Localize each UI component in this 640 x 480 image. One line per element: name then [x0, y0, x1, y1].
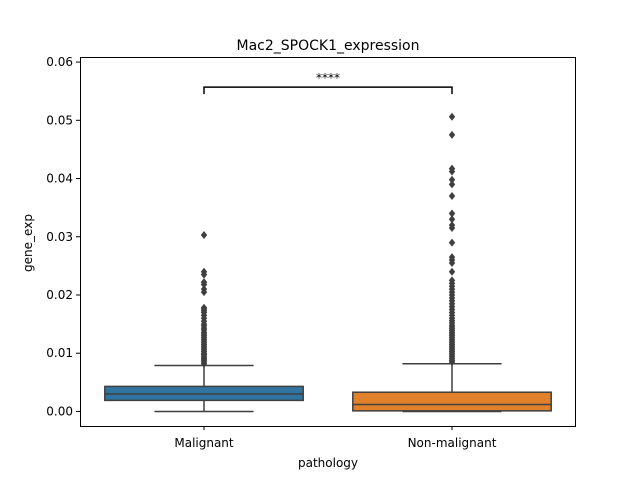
y-tick-label: 0.05 [46, 113, 73, 127]
outlier-point [448, 164, 456, 173]
y-tick-label: 0.06 [46, 55, 73, 69]
outlier-point [200, 278, 208, 287]
x-axis-label: pathology [298, 456, 358, 470]
outlier-point [448, 276, 456, 285]
outlier-point [448, 221, 456, 230]
box-iqr [352, 391, 552, 412]
y-tick-label: 0.03 [46, 230, 73, 244]
outlier-point [448, 180, 456, 189]
outlier-point [200, 267, 208, 276]
outlier-point [448, 175, 456, 184]
y-tick-label: 0.02 [46, 288, 73, 302]
plot-frame [80, 57, 576, 427]
outlier-point [200, 231, 208, 240]
x-tick-label: Malignant [174, 436, 234, 450]
outlier-point [448, 238, 456, 247]
significance-stars: **** [316, 71, 340, 85]
axis-ticks: 0.00 0.01 0.02 0.03 0.04 0.05 0.06 Malignant Non… [46, 55, 496, 450]
boxes [104, 112, 552, 413]
outlier-point [200, 285, 208, 294]
outlier-point [448, 209, 456, 218]
y-tick-label: 0.04 [46, 172, 73, 186]
y-tick-label: 0.00 [46, 404, 73, 418]
box-group [104, 231, 304, 413]
significance-bracket [203, 86, 453, 95]
outlier-point [200, 303, 208, 312]
outlier-point [448, 112, 456, 121]
outlier-point [448, 267, 456, 276]
outlier-point [448, 130, 456, 139]
outlier-point [448, 253, 456, 262]
outlier-point [448, 215, 456, 224]
box-group [352, 112, 552, 413]
y-tick-label: 0.01 [46, 346, 73, 360]
x-tick-label: Non-malignant [408, 436, 497, 450]
outlier-point [448, 192, 456, 200]
y-axis-label: gene_exp [21, 214, 35, 272]
significance-annotation: **** [203, 71, 453, 95]
chart-title: Mac2_SPOCK1_expression [237, 38, 420, 54]
